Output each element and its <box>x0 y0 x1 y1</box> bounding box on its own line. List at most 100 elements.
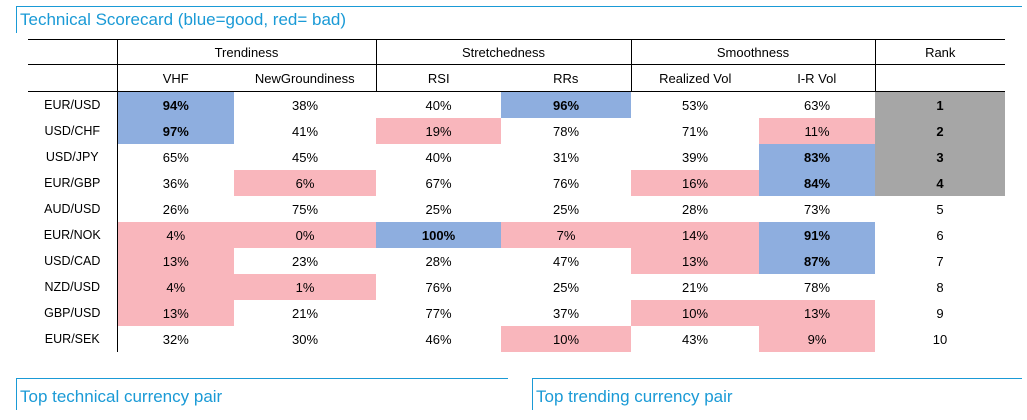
cell-realized-vol: 39% <box>681 149 709 165</box>
pair-label: EUR/NOK <box>28 222 118 248</box>
cell-newgroundiness: 41% <box>291 123 319 139</box>
cell-rank: 7 <box>936 253 944 269</box>
col-header-realized-vol: Realized Vol <box>630 64 759 92</box>
cell-newgroundiness: 1% <box>234 274 376 300</box>
cell-rsi: 100% <box>376 222 501 248</box>
pair-label: GBP/USD <box>28 300 118 326</box>
cell-rank: 6 <box>936 227 944 243</box>
cell-newgroundiness: 45% <box>291 149 319 165</box>
cell-rrs: 31% <box>552 149 580 165</box>
cell-rrs: 78% <box>552 123 580 139</box>
cell-rsi: 76% <box>425 279 452 295</box>
cell-rrs: 7% <box>501 222 631 248</box>
table-row: USD/CHF 97% 41% 19% 78% 71% 11% 2 <box>28 118 1005 144</box>
cell-rank: 9 <box>936 305 944 321</box>
table-row: EUR/GBP 36% 6% 67% 76% 16% 84% 4 <box>28 170 1005 196</box>
scorecard-title: Technical Scorecard (blue=good, red= bad… <box>16 6 1022 33</box>
pair-label: AUD/USD <box>28 196 118 222</box>
cell-rank: 4 <box>875 170 1005 196</box>
cell-rank: 2 <box>875 118 1005 144</box>
cell-ir-vol: 9% <box>759 326 875 352</box>
cell-rank: 3 <box>875 144 1005 170</box>
pair-label: NZD/USD <box>28 274 118 300</box>
cell-realized-vol: 28% <box>681 201 709 217</box>
cell-rrs: 25% <box>552 279 580 295</box>
cell-vhf: 13% <box>117 248 234 274</box>
col-header-rrs: RRs <box>501 64 631 92</box>
table-row: EUR/NOK 4% 0% 100% 7% 14% 91% 6 <box>28 222 1005 248</box>
cell-newgroundiness: 75% <box>291 201 319 217</box>
table-row: AUD/USD 26% 75% 25% 25% 28% 73% 5 <box>28 196 1005 222</box>
cell-realized-vol: 53% <box>681 97 709 113</box>
group-stretchedness: Stretchedness <box>375 39 631 65</box>
cell-newgroundiness: 38% <box>291 97 319 113</box>
cell-ir-vol: 91% <box>759 222 875 248</box>
group-trendiness: Trendiness <box>116 39 376 65</box>
cell-rank: 10 <box>932 331 948 347</box>
cell-realized-vol: 21% <box>681 279 709 295</box>
cell-ir-vol: 13% <box>759 300 875 326</box>
cell-rsi: 40% <box>425 97 452 113</box>
cell-rsi: 25% <box>425 201 452 217</box>
table-row: USD/JPY 65% 45% 40% 31% 39% 83% 3 <box>28 144 1005 170</box>
cell-rank: 1 <box>875 91 1005 118</box>
group-header-row: Trendiness Stretchedness Smoothness Rank <box>28 39 1005 65</box>
col-header-newgroundiness: NewGroundiness <box>234 64 376 92</box>
cell-ir-vol: 11% <box>759 118 875 144</box>
cell-realized-vol: 16% <box>631 170 759 196</box>
cell-vhf: 97% <box>117 118 234 144</box>
table-row: EUR/USD 94% 38% 40% 96% 53% 63% 1 <box>28 91 1005 118</box>
cell-rsi: 46% <box>425 331 452 347</box>
scorecard-table: Trendiness Stretchedness Smoothness Rank… <box>28 39 1005 352</box>
pair-label: USD/CAD <box>28 248 118 274</box>
cell-rank: 8 <box>936 279 944 295</box>
cell-realized-vol: 14% <box>631 222 759 248</box>
group-smoothness: Smoothness <box>630 39 875 65</box>
pair-label: EUR/USD <box>28 91 118 118</box>
column-header-row: VHF NewGroundiness RSI RRs Realized Vol … <box>28 64 1005 92</box>
cell-ir-vol: 78% <box>803 279 831 295</box>
cell-newgroundiness: 0% <box>234 222 376 248</box>
cell-rsi: 40% <box>425 149 452 165</box>
cell-ir-vol: 63% <box>803 97 831 113</box>
cell-rrs: 25% <box>552 201 580 217</box>
cell-rrs: 37% <box>552 305 580 321</box>
cell-vhf: 4% <box>117 274 234 300</box>
cell-realized-vol: 71% <box>681 123 709 139</box>
cell-realized-vol: 13% <box>631 248 759 274</box>
cell-ir-vol: 73% <box>803 201 831 217</box>
top-technical-pair-title: Top technical currency pair <box>16 378 508 410</box>
cell-vhf: 4% <box>117 222 234 248</box>
cell-rrs: 47% <box>552 253 580 269</box>
table-row: GBP/USD 13% 21% 77% 37% 10% 13% 9 <box>28 300 1005 326</box>
cell-vhf: 65% <box>162 149 189 165</box>
cell-realized-vol: 10% <box>631 300 759 326</box>
cell-realized-vol: 43% <box>681 331 709 347</box>
col-header-rsi: RSI <box>375 64 501 92</box>
cell-rrs: 96% <box>501 91 631 118</box>
pair-label: EUR/GBP <box>28 170 118 196</box>
cell-rsi: 77% <box>425 305 452 321</box>
cell-newgroundiness: 21% <box>291 305 319 321</box>
col-header-ir-vol: I-R Vol <box>759 64 875 92</box>
cell-vhf: 36% <box>162 175 189 191</box>
cell-ir-vol: 83% <box>759 144 875 170</box>
group-rank: Rank <box>874 39 1005 65</box>
cell-vhf: 13% <box>117 300 234 326</box>
cell-vhf: 94% <box>117 91 234 118</box>
cell-rrs: 76% <box>552 175 580 191</box>
col-header-vhf: VHF <box>116 64 234 92</box>
pair-label: USD/CHF <box>28 118 118 144</box>
cell-ir-vol: 84% <box>759 170 875 196</box>
cell-newgroundiness: 23% <box>291 253 319 269</box>
pair-label: EUR/SEK <box>28 326 118 352</box>
cell-ir-vol: 87% <box>759 248 875 274</box>
cell-rank: 5 <box>936 201 944 217</box>
pair-label: USD/JPY <box>28 144 118 170</box>
cell-newgroundiness: 6% <box>234 170 376 196</box>
cell-rsi: 19% <box>376 118 501 144</box>
table-row: USD/CAD 13% 23% 28% 47% 13% 87% 7 <box>28 248 1005 274</box>
table-row: NZD/USD 4% 1% 76% 25% 21% 78% 8 <box>28 274 1005 300</box>
top-trending-pair-title: Top trending currency pair <box>532 378 1022 410</box>
cell-newgroundiness: 30% <box>291 331 319 347</box>
